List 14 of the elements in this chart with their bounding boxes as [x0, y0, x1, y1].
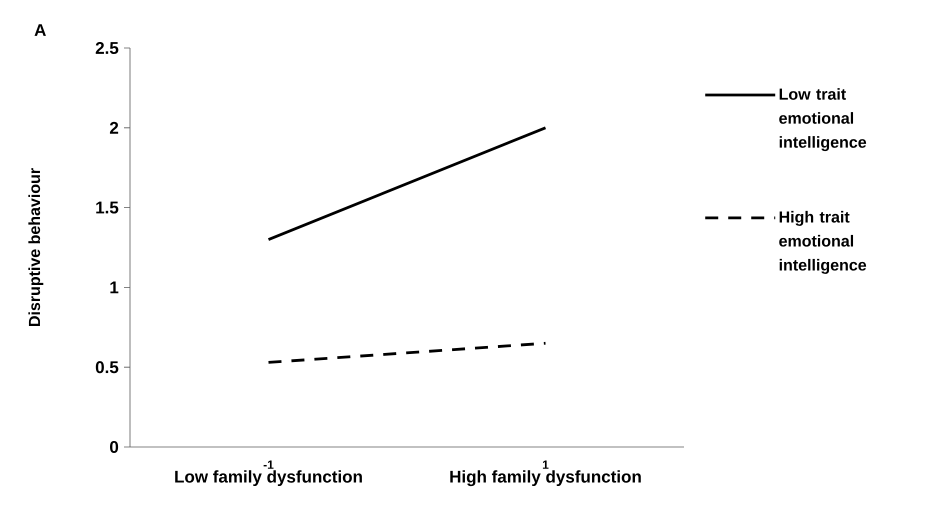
legend-label: High trait emotional intelligence [779, 210, 866, 274]
chart-title: A [34, 24, 46, 36]
y-tick-label: 0 [110, 440, 118, 454]
y-tick-label: 2.5 [96, 42, 118, 54]
y-tick-label: 0.5 [96, 361, 118, 374]
x-tick-label: Low family dysfunction [175, 470, 362, 486]
y-tick-label: 1 [110, 282, 118, 294]
text: 1 [542, 460, 549, 469]
y-axis-title: Disruptive behaviour [28, 168, 44, 326]
x-tick-label: High family dysfunction [450, 470, 641, 486]
y-tick-label: 1.5 [96, 202, 118, 214]
legend-label: Low trait emotional intelligence [779, 88, 866, 152]
y-tick-label: 2 [110, 122, 118, 134]
text: -1 [264, 460, 274, 469]
